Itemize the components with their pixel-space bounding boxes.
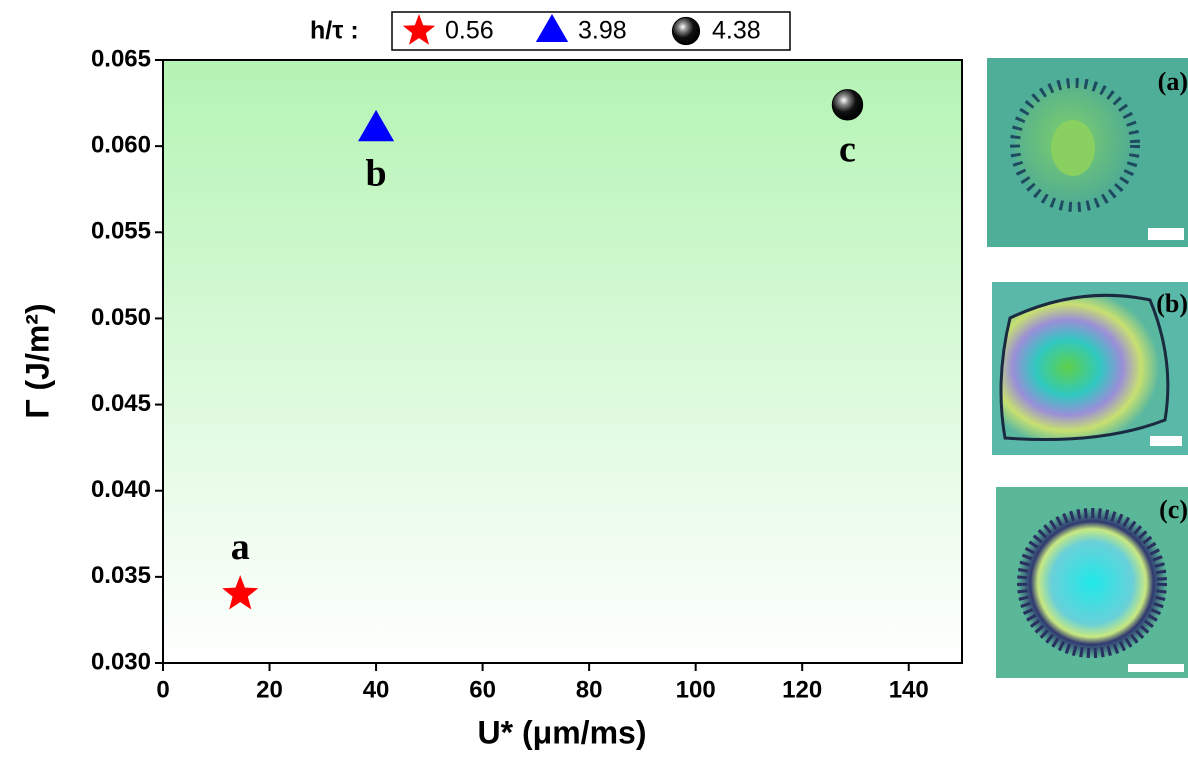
x-tick-label: 20 xyxy=(256,676,283,703)
y-tick-label: 0.030 xyxy=(91,648,151,675)
y-tick-label: 0.035 xyxy=(91,562,151,589)
y-tick-label: 0.050 xyxy=(91,304,151,331)
point xyxy=(358,109,395,142)
plot-area xyxy=(162,59,963,664)
legend-symbol xyxy=(402,14,436,45)
inset-label: (c) xyxy=(1159,495,1188,524)
y-tick-label: 0.040 xyxy=(91,476,151,503)
point-label: b xyxy=(365,153,386,195)
legend-symbol xyxy=(671,16,701,46)
legend-box xyxy=(391,11,791,51)
inset-a xyxy=(987,58,1188,247)
y-tick-label: 0.065 xyxy=(91,45,151,72)
point-label: c xyxy=(839,129,856,171)
y-axis-label: Γ (J/m²) xyxy=(19,303,55,418)
y-tick-label: 0.045 xyxy=(91,390,151,417)
x-tick-label: 100 xyxy=(676,676,716,703)
inset-c xyxy=(996,487,1188,678)
legend-symbol xyxy=(535,14,569,43)
inset-label: (b) xyxy=(1156,289,1188,318)
legend-title: h/τ : xyxy=(310,17,359,45)
x-tick-label: 40 xyxy=(363,676,390,703)
legend-label: 3.98 xyxy=(578,17,627,45)
x-tick-label: 80 xyxy=(576,676,603,703)
y-tick-label: 0.055 xyxy=(91,218,151,245)
x-tick-label: 0 xyxy=(156,676,169,703)
point xyxy=(831,89,864,121)
inset-b xyxy=(992,282,1188,455)
point xyxy=(222,575,259,610)
legend-label: 0.56 xyxy=(445,17,494,45)
inset-label: (a) xyxy=(1158,67,1188,96)
x-tick-label: 140 xyxy=(889,676,929,703)
legend-label: 4.38 xyxy=(712,17,761,45)
point-label: a xyxy=(231,526,250,568)
x-tick-label: 60 xyxy=(469,676,496,703)
x-tick-label: 120 xyxy=(782,676,822,703)
y-tick-label: 0.060 xyxy=(91,131,151,158)
x-axis-label: U* (μm/ms) xyxy=(478,714,647,750)
